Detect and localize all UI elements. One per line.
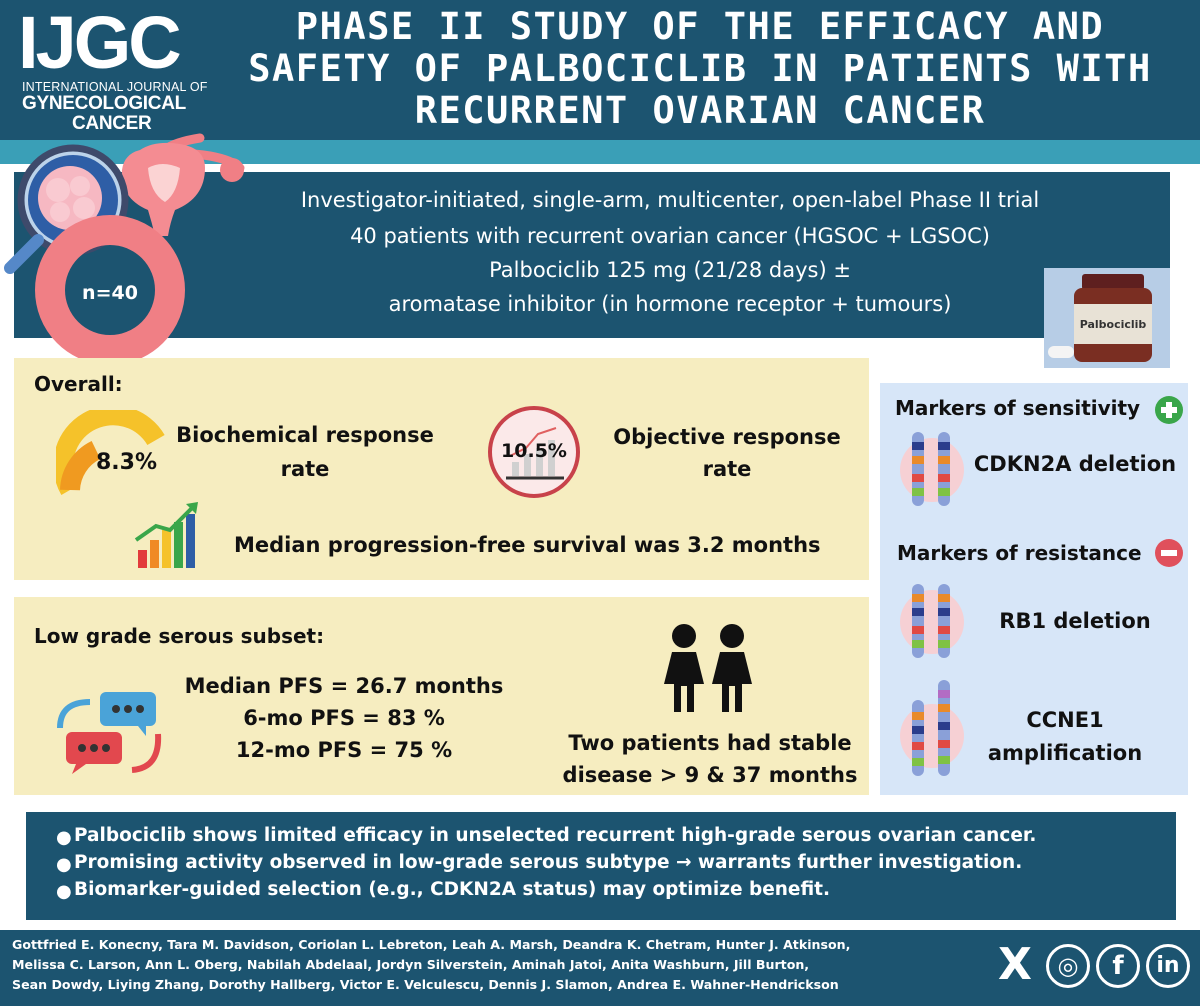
overall-title: Overall: <box>34 372 123 396</box>
stable-disease-text: disease > 9 & 37 months <box>562 763 858 787</box>
resistance-markers-title: Markers of resistance <box>897 541 1142 565</box>
cdkn2a-marker: CDKN2A deletion <box>973 452 1177 476</box>
pill-bottle-label: Palbociclib <box>1079 318 1147 331</box>
bullet-icon: ● <box>56 854 72 875</box>
biochemical-response-label: Biochemical response <box>176 423 434 447</box>
design-line: Investigator-initiated, single-arm, mult… <box>300 188 1040 212</box>
conclusion-item: Biomarker-guided selection (e.g., CDKN2A… <box>74 879 831 900</box>
ccne1-marker: CCNE1 <box>1026 708 1104 732</box>
sensitivity-markers-title: Markers of sensitivity <box>895 396 1141 420</box>
author-list: Gottfried E. Konecny, Tara M. Davidson, … <box>12 937 851 952</box>
lgs-median-pfs: Median PFS = 26.7 months <box>184 674 504 698</box>
chromosome-icon <box>900 432 964 506</box>
conclusion-item: Palbociclib shows limited efficacy in un… <box>74 825 1037 846</box>
rb1-marker: RB1 deletion <box>999 609 1151 633</box>
bullet-icon: ● <box>56 827 72 848</box>
low-grade-title: Low grade serous subset: <box>34 624 325 648</box>
objective-response-label: Objective response <box>613 425 841 449</box>
chromosome-icon <box>900 584 964 658</box>
chat-bubbles-icon <box>57 692 162 774</box>
design-line: aromatase inhibitor (in hormone receptor… <box>388 292 952 316</box>
two-women-icon <box>664 624 752 712</box>
conclusions-panel <box>26 812 1176 920</box>
journal-logo-subtitle: INTERNATIONAL JOURNAL OF <box>22 80 208 94</box>
bullet-icon: ● <box>56 881 72 902</box>
growth-chart-icon <box>134 502 198 568</box>
chart-icon <box>488 406 580 498</box>
design-line: 40 patients with recurrent ovarian cance… <box>350 224 990 248</box>
linkedin-icon[interactable]: in <box>1146 944 1190 988</box>
sample-size-label: n=40 <box>82 282 138 304</box>
journal-logo-subtitle: CANCER <box>72 113 152 134</box>
header-banner <box>0 0 1200 140</box>
page-title: PHASE II STUDY OF THE EFFICACY AND SAFET… <box>248 5 1152 132</box>
chromosome-icon <box>900 680 964 776</box>
uterus-magnifier-icon <box>4 133 245 358</box>
objective-response-value: 10.5% <box>501 440 567 462</box>
study-design-panel <box>14 172 1170 338</box>
lgs-6mo-pfs: 6-mo PFS = 83 % <box>243 706 445 730</box>
journal-logo: IJGC <box>18 1 182 84</box>
authors-bar <box>0 930 1200 1006</box>
conclusion-item: Promising activity observed in low-grade… <box>74 852 1023 873</box>
gauge-icon <box>56 410 165 496</box>
biochemical-response-value: 8.3% <box>96 450 158 475</box>
facebook-icon[interactable]: f <box>1096 944 1140 988</box>
instagram-icon[interactable]: ◎ <box>1046 944 1090 988</box>
stable-disease-text: Two patients had stable <box>568 731 852 755</box>
lgs-12mo-pfs: 12-mo PFS = 75 % <box>235 738 453 762</box>
plus-icon <box>1155 396 1183 424</box>
author-list: Sean Dowdy, Liying Zhang, Dorothy Hallbe… <box>12 977 839 992</box>
objective-response-label: rate <box>702 457 752 481</box>
author-list: Melissa C. Larson, Ann L. Oberg, Nabilah… <box>12 957 810 972</box>
pill-bottle-icon: Palbociclib <box>1044 268 1170 368</box>
journal-logo-subtitle: GYNECOLOGICAL <box>22 93 186 114</box>
biochemical-response-label: rate <box>280 457 330 481</box>
minus-icon <box>1155 539 1183 567</box>
ccne1-marker: amplification <box>987 741 1143 765</box>
median-pfs-text: Median progression-free survival was 3.2… <box>234 533 821 557</box>
x-icon[interactable]: X <box>998 939 1032 990</box>
design-line: Palbociclib 125 mg (21/28 days) ± <box>489 258 851 282</box>
